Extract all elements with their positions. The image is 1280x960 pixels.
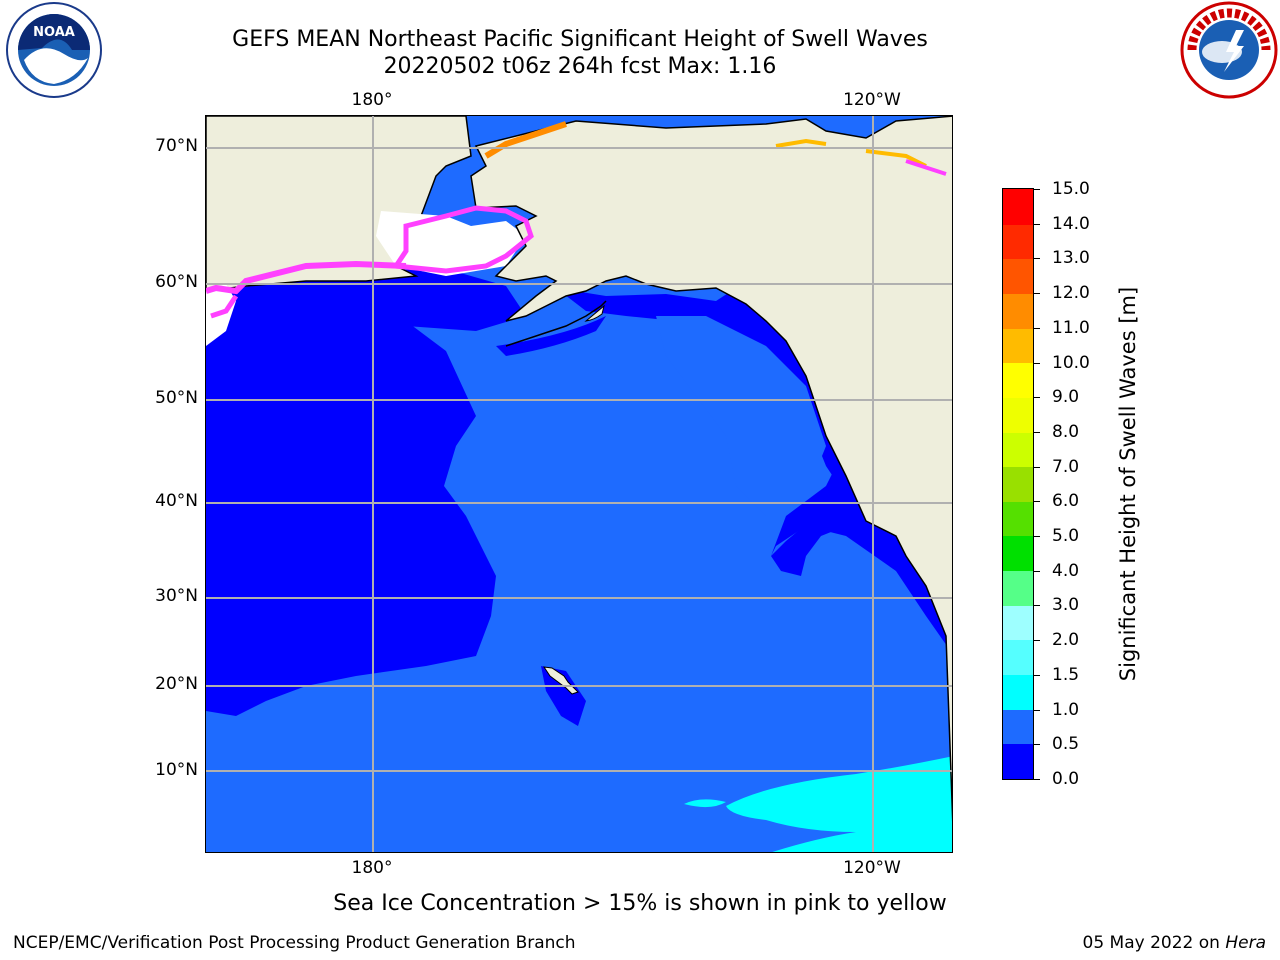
colorbar-segment [1003,743,1033,779]
lon-label-top-180: 180° [351,90,393,110]
colorbar-segment [1003,674,1033,710]
colorbar-tick [1034,501,1040,503]
date-text: 05 May 2022 on Hera [1083,932,1267,954]
lon-label-bottom-120w: 120°W [843,858,901,878]
colorbar-segment [1003,466,1033,502]
lat-label-40: 40°N [155,491,198,511]
cyan-swell-region [726,756,952,852]
colorbar-tick-label: 1.0 [1052,699,1080,720]
colorbar-tick-label: 12.0 [1052,283,1090,304]
lat-label-20: 20°N [155,674,198,694]
colorbar-tick [1034,570,1040,572]
colorbar-tick-label: 6.0 [1052,491,1080,512]
colorbar-tick-label: 1.5 [1052,664,1080,685]
lat-label-30: 30°N [155,586,198,606]
chart-subtitle: 20220502 t06z 264h fcst Max: 1.16 [383,54,777,79]
colorbar-tick [1034,466,1040,468]
colorbar-tick [1034,362,1040,364]
colorbar-tick [1034,431,1040,433]
nws-logo [1178,0,1280,102]
swell-height-map [205,115,953,853]
host-name: Hera [1225,933,1266,953]
colorbar-tick-label: 3.0 [1052,595,1080,616]
noaa-logo: NOAA [2,0,106,104]
colorbar [1002,188,1034,780]
colorbar-tick [1034,189,1040,190]
colorbar-tick [1034,223,1040,225]
colorbar-segment [1003,605,1033,641]
colorbar-segment [1003,362,1033,398]
colorbar-tick-label: 10.0 [1052,352,1090,373]
colorbar-tick-label: 13.0 [1052,248,1090,269]
colorbar-title: Significant Height of Swell Waves [m] [1116,286,1140,682]
land-hawaii [542,666,579,695]
lat-label-10: 10°N [155,760,198,780]
colorbar-segment [1003,258,1033,294]
date-value: 05 May 2022 on [1082,933,1220,953]
lat-label-60: 60°N [155,272,198,292]
colorbar-tick-label: 8.0 [1052,421,1080,442]
colorbar-segment [1003,189,1033,225]
colorbar-tick-label: 14.0 [1052,213,1090,234]
lat-label-50: 50°N [155,388,198,408]
colorbar-tick [1034,258,1040,260]
colorbar-segment [1003,293,1033,329]
colorbar-tick-label: 2.0 [1052,630,1080,651]
colorbar-segment [1003,397,1033,433]
colorbar-tick-label: 4.0 [1052,560,1080,581]
colorbar-segment [1003,501,1033,537]
colorbar-tick [1034,709,1040,711]
colorbar-tick [1034,779,1040,780]
dark-swell-region-west [206,286,496,716]
colorbar-tick [1034,327,1040,329]
colorbar-segment [1003,328,1033,364]
colorbar-tick-label: 15.0 [1052,179,1090,199]
colorbar-tick [1034,397,1040,399]
colorbar-tick-label: 11.0 [1052,317,1090,338]
lon-label-bottom-180: 180° [351,858,393,878]
graticule [206,116,952,852]
lon-label-top-120w: 120°W [843,90,901,110]
colorbar-tick-label: 5.0 [1052,526,1080,547]
colorbar-segment [1003,639,1033,676]
colorbar-tick-label: 7.0 [1052,456,1080,477]
colorbar-tick [1034,674,1040,676]
colorbar-segment [1003,570,1033,606]
colorbar-tick [1034,605,1040,607]
colorbar-tick-label: 0.0 [1052,769,1080,789]
credit-text: NCEP/EMC/Verification Post Processing Pr… [13,933,576,953]
colorbar-tick [1034,536,1040,538]
colorbar-tick [1034,640,1040,642]
colorbar-tick [1034,293,1040,295]
svg-text:NOAA: NOAA [33,25,75,40]
chart-title: GEFS MEAN Northeast Pacific Significant … [232,27,928,52]
lat-label-70: 70°N [155,136,198,156]
colorbar-segment [1003,431,1033,468]
colorbar-segment [1003,709,1033,745]
colorbar-tick-label: 0.5 [1052,734,1080,755]
colorbar-tick [1034,744,1040,746]
sea-ice-note: Sea Ice Concentration > 15% is shown in … [333,891,947,916]
colorbar-segment [1003,224,1033,260]
colorbar-segment [1003,535,1033,572]
colorbar-tick-label: 9.0 [1052,387,1080,408]
